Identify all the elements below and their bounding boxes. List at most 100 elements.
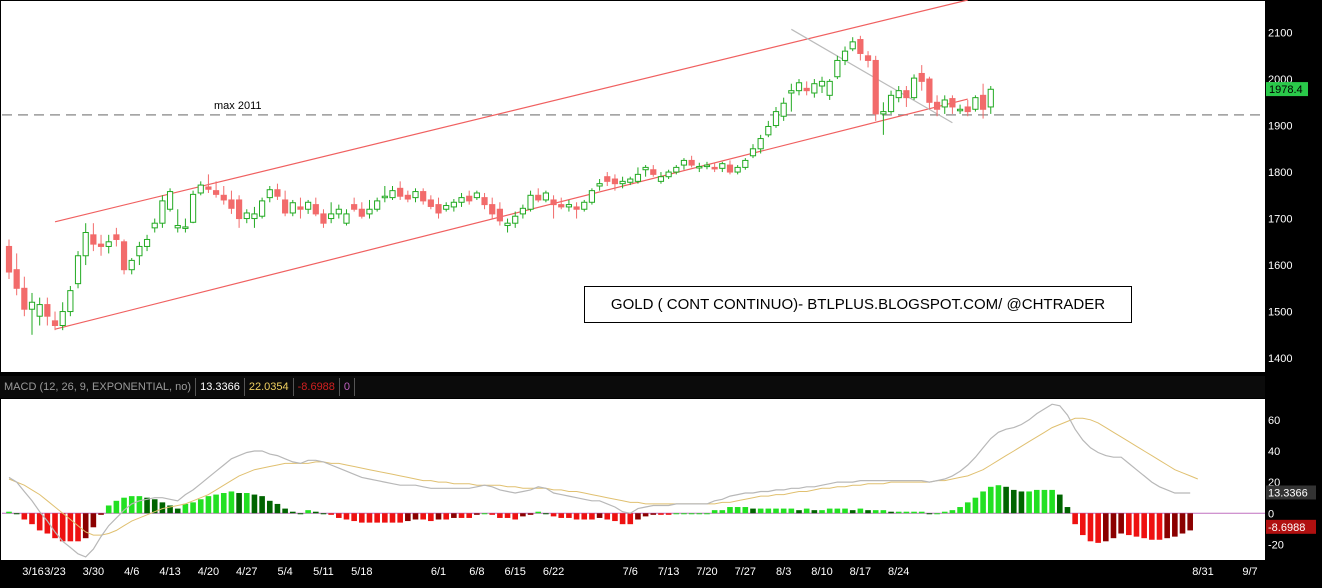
macd-histogram-bar [650,513,657,515]
macd-histogram-bar [811,510,818,514]
macd-histogram-bar [1033,489,1040,514]
candle-body [742,159,749,168]
macd-histogram-bar [128,496,135,514]
macd-header: MACD (12, 26, 9, EXPONENTIAL, no) 13.336… [0,376,1265,398]
candle-body [887,94,895,113]
macd-histogram-bar [98,513,104,515]
candle-body [397,187,404,197]
macd-histogram-bar [719,510,726,514]
x-axis-tick-3-23: 3/23 [44,566,65,578]
x-axis-tick-5-11: 5/11 [313,566,334,578]
candle-body [788,90,795,94]
candle-body [535,194,542,201]
candle-body [803,87,810,92]
macd-histogram-bar [941,511,948,514]
macd-histogram-bar [374,513,380,523]
macd-histogram-bar [389,513,396,523]
x-axis-tick-8-10: 8/10 [811,566,832,578]
macd-histogram-bar [289,511,296,514]
macd-histogram-bar [895,511,902,514]
candle-body [358,208,365,217]
candle-body [44,304,51,317]
x-axis-tick-3-16: 3/16 [22,566,43,578]
candle-body [228,199,235,209]
macd-histogram-bar [412,513,419,520]
x-axis-tick-7-27: 7/27 [735,566,756,578]
x-axis-tick-4-6: 4/6 [124,566,139,578]
candle-body [558,204,565,208]
macd-histogram-bar [972,497,979,514]
candle-body [734,166,741,173]
macd-histogram-bar [711,510,718,514]
candle-body [128,259,135,271]
candle-body [811,83,818,94]
macd-histogram-bar [612,513,618,522]
macd-histogram-bar [826,508,833,514]
candle-body [312,204,319,215]
candle-body [297,206,304,210]
macd-histogram-bar [190,502,196,514]
candle-body [527,194,534,210]
candle-body [673,166,680,173]
macd-histogram-bar [75,513,81,542]
candle-body [67,290,74,313]
candle-body [97,243,105,247]
x-axis-tick-4-13: 4/13 [159,566,180,578]
macd-histogram-bar [44,513,51,534]
chart-title-box: GOLD ( CONT CONTINUO)- BTLPLUS.BLOGSPOT.… [584,286,1132,323]
macd-histogram-bar [197,499,204,514]
macd-histogram-bar [1118,513,1124,534]
candle-body [849,41,856,50]
macd-avg-label: 22.0354 [245,378,294,396]
candle-body [688,159,695,166]
macd-histogram-bar [1018,491,1025,514]
macd-axis-tick--20: -20 [1268,539,1284,551]
macd-histogram-bar [328,513,334,515]
macd-histogram-bar [842,508,848,514]
candle-body [726,164,734,173]
candle-body [5,245,13,273]
candle-body [696,165,703,169]
macd-histogram-bar [405,513,411,522]
macd-histogram-bar [67,513,74,542]
macd-histogram-bar [619,513,626,525]
macd-histogram-bar [443,513,449,520]
macd-histogram-bar [688,513,695,515]
macd-panel-bg [1,399,1265,560]
macd-histogram-bar [251,494,258,514]
macd-histogram-bar [351,513,357,522]
x-axis-tick-7-20: 7/20 [696,566,717,578]
candle-body [13,269,20,289]
x-axis-tick-8-31: 8/31 [1192,566,1213,578]
candle-body [274,189,281,197]
macd-histogram-bar [259,496,265,514]
macd-histogram-group [6,485,1193,543]
candle-body [795,82,803,92]
macd-histogram-bar [1187,513,1193,531]
candle-body [435,204,442,214]
candle-body [351,204,358,210]
macd-histogram-bar [880,510,887,514]
macd-signal-line [8,417,1198,536]
macd-histogram-bar [182,503,189,514]
candle-body [926,78,933,103]
macd-histogram-bar [681,513,687,515]
macd-diff-label: -8.6988 [294,378,340,396]
macd-histogram-bar [282,508,288,514]
candle-body [703,164,711,168]
candle-body [903,90,910,99]
last-price-badge [1266,82,1308,97]
x-axis-tick-5-4: 5/4 [277,566,292,578]
macd-histogram-bar [926,513,933,515]
macd-histogram-bar [136,496,143,514]
candle-body [504,222,511,227]
x-axis-tick-4-20: 4/20 [198,566,219,578]
candle-body [259,200,266,217]
macd-histogram-bar [819,510,825,514]
candle-body [719,163,726,169]
candle-body [366,208,373,215]
candle-body [611,178,619,185]
candle-body [841,50,849,61]
candle-body [573,206,580,210]
candle-body [818,80,826,87]
